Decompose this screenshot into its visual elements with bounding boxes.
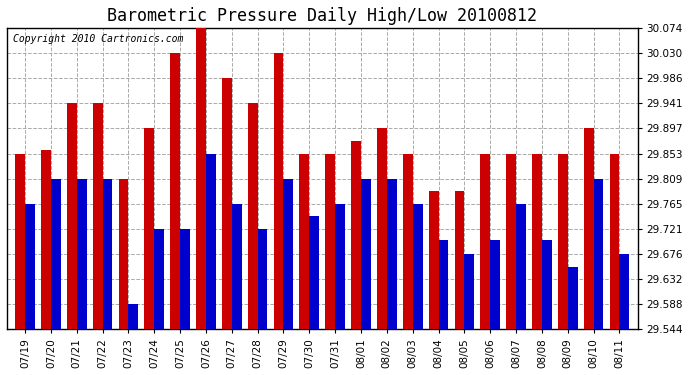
Bar bbox=[568, 267, 578, 329]
Bar bbox=[284, 178, 293, 329]
Bar bbox=[144, 129, 155, 329]
Bar bbox=[351, 141, 361, 329]
Bar bbox=[480, 153, 490, 329]
Bar bbox=[558, 153, 568, 329]
Bar bbox=[620, 254, 629, 329]
Bar bbox=[403, 153, 413, 329]
Bar bbox=[67, 104, 77, 329]
Bar bbox=[119, 178, 128, 329]
Bar bbox=[506, 153, 516, 329]
Bar bbox=[248, 104, 257, 329]
Bar bbox=[439, 240, 449, 329]
Bar bbox=[464, 254, 474, 329]
Bar bbox=[326, 153, 335, 329]
Bar bbox=[257, 228, 268, 329]
Bar bbox=[335, 204, 345, 329]
Bar bbox=[15, 153, 25, 329]
Bar bbox=[51, 178, 61, 329]
Bar bbox=[490, 240, 500, 329]
Bar bbox=[377, 129, 387, 329]
Bar bbox=[309, 216, 319, 329]
Bar bbox=[92, 104, 103, 329]
Bar bbox=[41, 150, 51, 329]
Bar bbox=[428, 191, 439, 329]
Bar bbox=[25, 204, 35, 329]
Bar bbox=[232, 204, 241, 329]
Bar bbox=[532, 153, 542, 329]
Bar bbox=[387, 178, 397, 329]
Bar bbox=[196, 28, 206, 329]
Bar bbox=[361, 178, 371, 329]
Bar bbox=[584, 129, 593, 329]
Bar bbox=[274, 53, 284, 329]
Bar bbox=[516, 204, 526, 329]
Bar bbox=[103, 178, 112, 329]
Bar bbox=[610, 153, 620, 329]
Bar bbox=[180, 228, 190, 329]
Bar bbox=[77, 178, 86, 329]
Title: Barometric Pressure Daily High/Low 20100812: Barometric Pressure Daily High/Low 20100… bbox=[107, 7, 538, 25]
Bar bbox=[455, 191, 464, 329]
Bar bbox=[413, 204, 422, 329]
Bar bbox=[128, 304, 138, 329]
Bar bbox=[593, 178, 604, 329]
Text: Copyright 2010 Cartronics.com: Copyright 2010 Cartronics.com bbox=[13, 34, 184, 44]
Bar bbox=[542, 240, 552, 329]
Bar bbox=[222, 78, 232, 329]
Bar bbox=[299, 153, 309, 329]
Bar bbox=[170, 53, 180, 329]
Bar bbox=[206, 153, 216, 329]
Bar bbox=[155, 228, 164, 329]
